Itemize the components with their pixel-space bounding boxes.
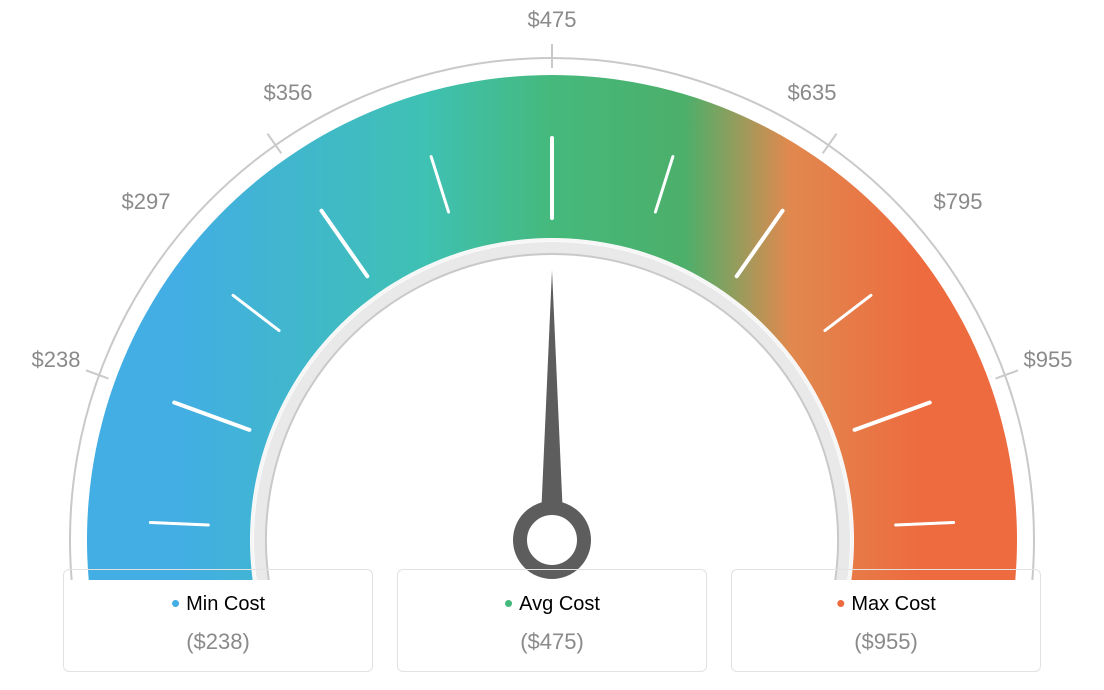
legend-value: ($475) [408, 629, 696, 655]
legend-value: ($955) [742, 629, 1030, 655]
legend-title-text: Avg Cost [519, 593, 600, 615]
tick-label: $635 [788, 80, 837, 106]
legend-card-max: • Max Cost ($955) [731, 569, 1041, 672]
tick-label: $238 [32, 347, 81, 373]
legend-row: • Min Cost ($238) • Avg Cost ($475) • Max C… [0, 569, 1104, 672]
legend-title: • Max Cost [742, 588, 1030, 619]
legend-title-text: Max Cost [851, 593, 935, 615]
legend-card-min: • Min Cost ($238) [63, 569, 373, 672]
legend-card-avg: • Avg Cost ($475) [397, 569, 707, 672]
tick-label: $356 [264, 80, 313, 106]
dot-icon: • [171, 588, 180, 618]
tick-label: $955 [1024, 347, 1073, 373]
cost-gauge: $238 $297 $356 $475 $635 $795 $955 [0, 0, 1104, 560]
gauge-svg [0, 20, 1104, 580]
legend-title-text: Min Cost [186, 593, 265, 615]
legend-value: ($238) [74, 629, 362, 655]
legend-title: • Avg Cost [408, 588, 696, 619]
dot-icon: • [836, 588, 845, 618]
tick-label: $297 [122, 189, 171, 215]
tick-label: $475 [528, 7, 577, 33]
legend-title: • Min Cost [74, 588, 362, 619]
dot-icon: • [504, 588, 513, 618]
tick-label: $795 [934, 189, 983, 215]
